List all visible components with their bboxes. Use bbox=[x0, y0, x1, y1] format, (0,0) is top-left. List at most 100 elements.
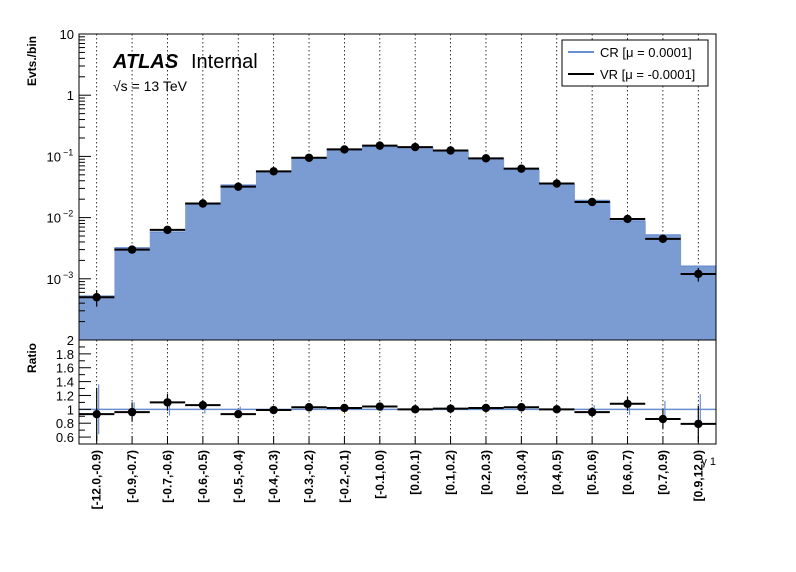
ratio-point bbox=[304, 403, 314, 412]
x-bin-label: [0.3,0.4) bbox=[514, 450, 528, 495]
cr-bar bbox=[574, 200, 611, 340]
vr-point bbox=[623, 214, 632, 224]
ratio-tick-label: 1.2 bbox=[56, 388, 74, 403]
atlas-label-block: ATLAS Internal √s = 13 TeV bbox=[112, 51, 258, 94]
ratio-tick-label: 1.4 bbox=[56, 375, 74, 390]
cr-bar bbox=[362, 146, 398, 340]
ratio-tick-label: 1.8 bbox=[56, 347, 74, 362]
x-bin-label: [-0.2,-0.1) bbox=[337, 450, 351, 503]
ratio-point bbox=[446, 404, 455, 413]
ratio-point bbox=[163, 398, 172, 407]
vr-point bbox=[340, 145, 349, 154]
x-bin-label: [-0.5,-0.4) bbox=[231, 450, 245, 503]
y-tick-exponent: −3 bbox=[63, 270, 73, 280]
x-bin-label: [0.9,12.0) bbox=[691, 450, 705, 501]
ratio-tick-label: 0.6 bbox=[56, 430, 74, 445]
vr-point bbox=[658, 234, 668, 244]
legend-cr-label: CR [μ = 0.0001] bbox=[600, 45, 692, 60]
internal-label: Internal bbox=[191, 51, 258, 73]
y-tick-exponent: −1 bbox=[63, 147, 73, 157]
vr-point bbox=[410, 142, 420, 152]
x-bin-label: [-0.1,0.0) bbox=[373, 450, 387, 499]
ratio-tick-label: 0.8 bbox=[56, 416, 74, 431]
ratio-pad: 0.60.811.21.41.61.82 Ratio bbox=[25, 333, 717, 445]
vr-point bbox=[304, 153, 314, 162]
x-bin-label: [0.5,0.6) bbox=[585, 450, 599, 495]
ratio-y-axis: 0.60.811.21.41.61.82 bbox=[56, 333, 91, 445]
y-tick-label: 10 bbox=[60, 27, 74, 42]
vr-point bbox=[552, 179, 561, 188]
vr-point bbox=[446, 146, 455, 155]
x-bin-label: [0.1,0.2) bbox=[444, 450, 458, 495]
cr-bar bbox=[326, 149, 363, 340]
ratio-point bbox=[410, 405, 420, 414]
ratio-point bbox=[127, 407, 137, 417]
x-bin-label: [-0.3,-0.2) bbox=[302, 450, 316, 503]
ratio-point bbox=[481, 403, 491, 413]
ratio-points bbox=[92, 387, 703, 442]
ratio-point bbox=[234, 409, 243, 419]
ratio-frame-bg bbox=[79, 340, 716, 444]
legend: CR [μ = 0.0001] VR [μ = -0.0001] bbox=[561, 39, 709, 87]
vr-data-points bbox=[92, 141, 703, 307]
vr-point bbox=[127, 245, 137, 254]
ratio-tick-label: 2 bbox=[67, 333, 74, 348]
cr-bar bbox=[185, 204, 222, 340]
vr-point bbox=[517, 164, 526, 173]
ratio-tick-label: 1 bbox=[67, 402, 74, 417]
cr-bar bbox=[468, 158, 505, 340]
cr-bar bbox=[255, 171, 292, 340]
cr-histogram bbox=[79, 145, 717, 340]
x-axis-bin-labels: [-12.0,-0.9) [-0.9,-0.7) [-0.7,-0.6) [-0.6,… bbox=[90, 436, 705, 509]
cr-bar bbox=[432, 150, 469, 340]
ratio-point bbox=[517, 403, 526, 412]
x-bin-label: [-0.7,-0.6) bbox=[160, 450, 174, 503]
x-bin-label: [-0.9,-0.7) bbox=[125, 450, 139, 503]
y-tick-label: 1 bbox=[67, 88, 74, 103]
cr-bar bbox=[609, 220, 646, 340]
ratio-point bbox=[587, 407, 597, 417]
vr-point bbox=[269, 167, 278, 176]
x-bin-label: [0.7,0.9) bbox=[656, 450, 670, 495]
x-axis-title: γ 1 bbox=[701, 456, 716, 468]
ratio-axis-title: Ratio bbox=[25, 343, 39, 373]
ratio-tick-label: 1.6 bbox=[56, 361, 74, 376]
y-tick-label: 10 bbox=[47, 149, 61, 164]
vr-point bbox=[234, 182, 243, 191]
x-bin-label: [-0.4,-0.3) bbox=[267, 450, 281, 503]
ratio-point bbox=[269, 405, 278, 415]
cr-bar bbox=[114, 247, 151, 340]
ratio-point bbox=[198, 400, 208, 410]
ratio-point bbox=[552, 405, 561, 414]
ratio-frame bbox=[78, 339, 717, 445]
y-tick-exponent: −2 bbox=[63, 209, 73, 219]
x-bin-label: [0.0,0.1) bbox=[408, 450, 422, 495]
vr-point bbox=[198, 199, 208, 208]
x-bin-label: [0.4,0.5) bbox=[550, 450, 564, 495]
legend-box bbox=[561, 39, 709, 87]
vr-point bbox=[163, 225, 172, 235]
cr-bar bbox=[503, 169, 540, 340]
ratio-point bbox=[92, 409, 101, 419]
ratio-point bbox=[340, 403, 349, 413]
cr-bar bbox=[645, 234, 682, 340]
cr-bar bbox=[220, 185, 257, 340]
x-bin-label: [-12.0,-0.9) bbox=[90, 450, 104, 509]
y-tick-label: 10 bbox=[47, 272, 61, 287]
legend-vr-label: VR [μ = -0.0001] bbox=[600, 67, 695, 82]
ratio-point bbox=[623, 399, 632, 408]
cr-bar bbox=[291, 158, 328, 340]
vr-point bbox=[694, 269, 703, 279]
x-bin-label: [-0.6,-0.5) bbox=[196, 450, 210, 503]
x-bin-label: [0.6,0.7) bbox=[621, 450, 635, 495]
cr-bar bbox=[397, 147, 434, 340]
cr-bar bbox=[149, 232, 186, 340]
atlas-label: ATLAS bbox=[112, 51, 179, 73]
cr-bar bbox=[539, 183, 575, 340]
y-tick-label: 10 bbox=[47, 211, 61, 226]
vr-point bbox=[481, 154, 491, 163]
ratio-point bbox=[694, 419, 703, 429]
energy-label: √s = 13 TeV bbox=[113, 78, 188, 94]
vr-point bbox=[587, 197, 597, 207]
